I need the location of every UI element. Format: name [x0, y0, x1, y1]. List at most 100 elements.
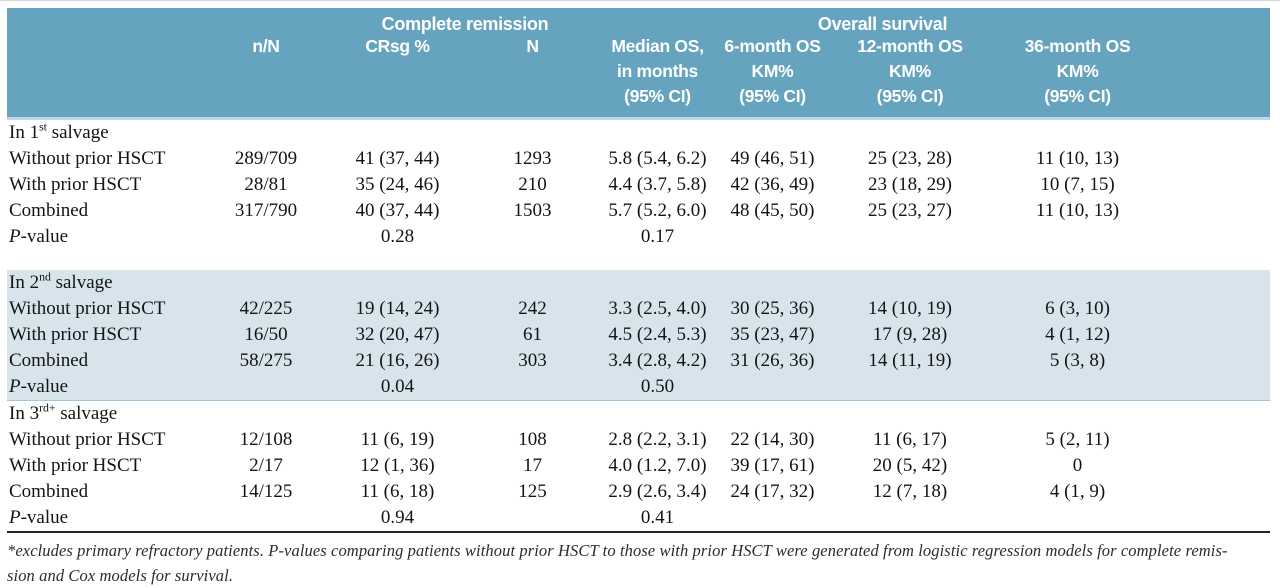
cell-empty — [990, 373, 1166, 401]
cell-filler — [1165, 198, 1270, 224]
table-row: Without prior HSCT 42/225 19 (14, 24) 24… — [7, 295, 1271, 322]
cell-empty — [990, 504, 1166, 533]
cell-crsg: 19 (14, 24) — [330, 295, 465, 322]
cell-empty — [715, 224, 830, 270]
cell-os36: 4 (1, 9) — [1049, 480, 1106, 502]
cell-n-N: 58/275 — [202, 347, 330, 374]
cell-os12: 25 (23, 28) — [868, 147, 952, 169]
p-value-row: P-value 0.94 0.41 — [7, 504, 1271, 533]
section-title-2nd-salvage: In 2nd salvage — [7, 269, 1271, 296]
p-italic: P — [9, 506, 21, 528]
group-header-complete-remission: Complete remission — [330, 8, 600, 34]
col-header-n-over-N: n/N — [202, 34, 330, 120]
cell-os12: 23 (18, 29) — [868, 173, 952, 195]
cell-os12: 17 (9, 28) — [830, 321, 990, 348]
cell-os36: 11 (10, 13) — [1035, 199, 1120, 221]
cell-os12: 25 (23, 27) — [868, 199, 952, 221]
cell-empty — [830, 504, 990, 533]
cell-N: 1503 — [513, 199, 552, 221]
cell-os36: 11 (10, 13) — [1035, 147, 1120, 169]
cell-median-os: 3.4 (2.8, 4.2) — [600, 347, 715, 374]
cell-filler — [1165, 504, 1271, 533]
col-header-os6: 6-month OS KM% (95% CI) — [715, 34, 830, 120]
p-value-row: P-value 0.28 0.17 — [7, 224, 1270, 270]
cell-filler — [1165, 295, 1271, 322]
cell-empty — [990, 224, 1165, 270]
cell-N: 303 — [465, 347, 600, 374]
cell-p-label: P-value — [7, 224, 202, 270]
p-italic: P — [9, 225, 21, 247]
table-header: Complete remission Overall survival n/N … — [7, 8, 1271, 120]
table-footnote: *excludes primary refractory patients. P… — [7, 540, 1228, 585]
cell-n-N: 12/108 — [239, 428, 293, 450]
cell-empty — [465, 373, 600, 401]
cell-empty — [465, 224, 600, 270]
cell-empty — [715, 504, 830, 533]
cell-n-N: 28/81 — [244, 173, 288, 195]
cell-empty — [465, 504, 600, 533]
p-italic: P — [9, 375, 21, 397]
table-row: Combined 14/125 11 (6, 18) 125 2.9 (2.6,… — [7, 479, 1270, 505]
cell-filler — [1165, 146, 1270, 172]
cell-os12: 14 (11, 19) — [830, 347, 990, 374]
cell-os6: 30 (25, 36) — [715, 295, 830, 322]
section-title-sup: rd+ — [39, 401, 56, 415]
cell-empty — [202, 504, 330, 533]
cell-os36: 10 (7, 15) — [1040, 173, 1115, 195]
cell-crsg: 40 (37, 44) — [355, 199, 440, 221]
cell-N: 61 — [465, 321, 600, 348]
cell-os12: 20 (5, 42) — [872, 454, 948, 476]
cell-empty — [202, 373, 330, 401]
cell-label: With prior HSCT — [7, 321, 202, 348]
cell-median-os: 5.8 (5.4, 6.2) — [608, 147, 707, 169]
cell-p-crsg: 0.28 — [380, 225, 415, 247]
group-header-overall-survival: Overall survival — [600, 8, 1166, 34]
table-row: Combined 58/275 21 (16, 26) 303 3.4 (2.8… — [7, 347, 1271, 374]
cell-n-N: 289/709 — [234, 147, 298, 169]
cell-os36: 5 (3, 8) — [990, 347, 1166, 374]
column-header-row: n/N CRsg % N Median OS, in months (95% C… — [7, 34, 1271, 120]
cell-filler — [1165, 321, 1271, 348]
col-header-median-os: Median OS, in months (95% CI) — [600, 34, 715, 120]
p-rest: -value — [20, 225, 69, 247]
cell-N: 17 — [523, 454, 542, 476]
cell-crsg: 41 (37, 44) — [355, 147, 440, 169]
p-value-row: P-value 0.04 0.50 — [7, 373, 1271, 401]
cell-median-os: 2.9 (2.6, 3.4) — [608, 480, 707, 502]
cell-os6: 24 (17, 32) — [730, 480, 815, 502]
cell-p-os: 0.17 — [640, 225, 675, 247]
section-title-row: In 1st salvage — [7, 118, 1270, 146]
cell-median-os: 4.0 (1.2, 7.0) — [608, 454, 707, 476]
cell-filler — [1165, 427, 1270, 453]
section-title-text: salvage — [55, 402, 118, 424]
cell-label: Without prior HSCT — [9, 428, 166, 450]
p-rest: -value — [20, 375, 69, 397]
salvage-outcomes-table: Complete remission Overall survival n/N … — [7, 8, 1271, 533]
cell-label: Combined — [9, 480, 89, 502]
cell-os6: 31 (26, 36) — [715, 347, 830, 374]
cell-os6: 39 (17, 61) — [730, 454, 815, 476]
section-title-text: In 3 — [9, 402, 40, 424]
cell-os36: 4 (1, 12) — [990, 321, 1166, 348]
cell-os6: 22 (14, 30) — [730, 428, 815, 450]
col-header-N: N — [465, 34, 600, 120]
cell-filler — [1165, 479, 1270, 505]
section-title-text: salvage — [46, 121, 109, 143]
section-title-1st-salvage: In 1st salvage — [7, 118, 1270, 146]
cell-empty — [715, 373, 830, 401]
cell-n-N: 2/17 — [249, 454, 283, 476]
cell-label: Combined — [9, 199, 89, 221]
cell-median-os: 2.8 (2.2, 3.1) — [608, 428, 707, 450]
cell-p-label: P-value — [7, 504, 202, 533]
cell-median-os: 5.7 (5.2, 6.0) — [608, 199, 707, 221]
p-rest: -value — [20, 506, 69, 528]
cell-N: 210 — [518, 173, 547, 195]
cell-filler — [1165, 172, 1270, 198]
cell-p-label: P-value — [7, 373, 202, 401]
cell-n-N: 16/50 — [202, 321, 330, 348]
col-header-filler — [1165, 34, 1271, 120]
cell-crsg: 21 (16, 26) — [330, 347, 465, 374]
group-header-row: Complete remission Overall survival — [7, 8, 1271, 34]
table-body: In 1st salvage Without prior HSCT 289/70… — [7, 118, 1271, 533]
